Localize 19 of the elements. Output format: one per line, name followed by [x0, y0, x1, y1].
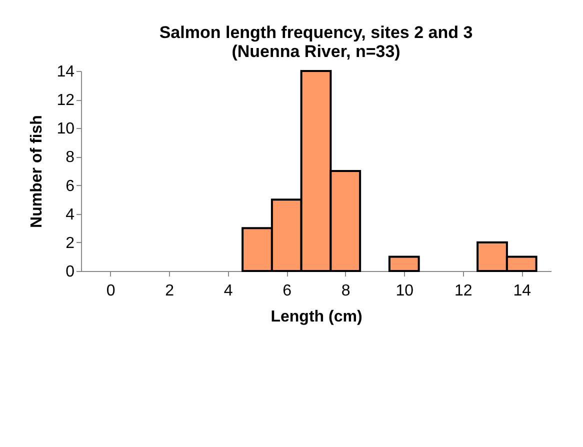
chart-title: Salmon length frequency, sites 2 and 3 (Nuenna River, n=33) [159, 23, 473, 61]
y-tick-label: 2 [66, 234, 75, 252]
y-axis-title: Number of fish [28, 115, 46, 228]
y-tick-label: 8 [66, 149, 75, 166]
y-tick-label: 4 [66, 206, 75, 224]
x-tick-label: 2 [165, 282, 174, 300]
x-tick-label: 10 [396, 282, 414, 300]
y-tick-label: 6 [66, 178, 75, 195]
x-tick-label: 6 [282, 282, 292, 300]
x-tick-label: 12 [454, 282, 472, 300]
x-axis-title: Length (cm) [270, 308, 362, 326]
x-tick-label: 8 [341, 282, 350, 300]
x-tick-label: 14 [513, 282, 532, 300]
y-tick-label: 10 [56, 120, 75, 138]
y-tick-label: 14 [56, 64, 75, 80]
y-tick-label: 12 [56, 92, 75, 110]
x-tick-label: 4 [224, 282, 233, 300]
y-tick-label: 0 [66, 264, 75, 280]
x-tick-label: 0 [106, 282, 116, 300]
